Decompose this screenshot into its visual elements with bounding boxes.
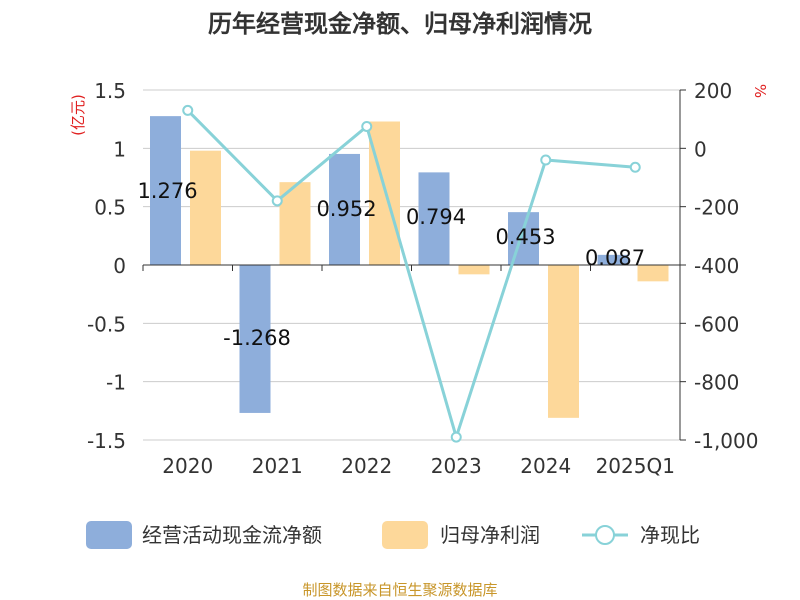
legend-label-netprofit[interactable]: 归母净利润	[440, 523, 540, 547]
bar-netprofit	[458, 265, 490, 275]
left-tick-label: -0.5	[87, 312, 126, 336]
bar-netprofit	[190, 150, 221, 265]
data-label-cashflow: 0.794	[406, 205, 466, 229]
legend-label-cashflow[interactable]: 经营活动现金流净额	[142, 523, 322, 547]
ratio-marker	[450, 431, 462, 443]
ratio-marker	[629, 161, 641, 173]
data-label-cashflow: 1.276	[137, 179, 197, 203]
right-tick-label: -800	[694, 371, 739, 395]
left-tick-label: 0.5	[94, 196, 126, 220]
ratio-line	[186, 109, 636, 443]
ratio-marker	[540, 154, 552, 166]
left-tick-label: 0	[113, 254, 126, 278]
data-label-cashflow: -1.268	[223, 326, 291, 350]
legend-label-ratio[interactable]: 净现比	[640, 523, 700, 547]
bar-cashflow	[150, 116, 181, 265]
bar-series	[150, 116, 669, 418]
legend-swatch-ratio-marker[interactable]	[595, 525, 615, 545]
ratio-marker	[271, 195, 283, 207]
x-tick-label: 2022	[341, 454, 392, 478]
right-tick-label: -200	[694, 196, 739, 220]
left-axis: 1.5 1 0.5 0 -0.5 -1 -1.5	[87, 79, 126, 453]
ratio-marker	[361, 120, 373, 132]
data-label-cashflow: 0.453	[495, 225, 555, 249]
x-tick-label: 2023	[431, 454, 482, 478]
bar-cashflow	[329, 153, 360, 265]
right-tick-label: -400	[694, 254, 739, 278]
right-tick-label: -1,000	[694, 429, 758, 453]
bar-cashflow	[597, 254, 629, 265]
legend-swatch-netprofit[interactable]	[382, 521, 428, 549]
left-tick-label: 1.5	[94, 79, 126, 103]
bar-cashflow	[239, 265, 271, 413]
right-axis: 200 0 -200 -400 -600 -800 -1,000	[679, 79, 758, 453]
data-label-cashflow: 0.087	[585, 246, 645, 270]
right-tick-label: -600	[694, 312, 739, 336]
right-tick-label: 0	[694, 137, 707, 161]
left-tick-label: -1.5	[87, 429, 126, 453]
source-note: 制图数据来自恒生聚源数据库	[302, 581, 497, 599]
data-label-cashflow: 0.952	[316, 197, 376, 221]
x-tick-label: 2024	[520, 454, 571, 478]
legend-swatch-cashflow[interactable]	[86, 521, 132, 549]
chart-title: 历年经营现金净额、归母净利润情况	[208, 10, 592, 38]
left-tick-label: -1	[106, 371, 126, 395]
x-tick-label: 2025Q1	[596, 454, 675, 478]
x-tick-label: 2021	[252, 454, 303, 478]
left-tick-label: 1	[113, 137, 126, 161]
right-axis-unit: %	[751, 84, 769, 98]
right-tick-label: 200	[694, 79, 732, 103]
line-series	[182, 104, 641, 443]
left-axis-unit: (亿元)	[69, 94, 87, 136]
ratio-marker	[182, 104, 194, 116]
x-tick-label: 2020	[162, 454, 213, 478]
legend: 经营活动现金流净额 归母净利润 净现比	[86, 521, 700, 549]
bar-cashflow	[418, 172, 450, 265]
bar-netprofit	[548, 265, 579, 418]
data-labels: 1.276 -1.268 0.952 0.794 0.453 0.087	[137, 179, 645, 350]
bar-netprofit	[637, 265, 669, 282]
x-axis: 2020 2021 2022 2023 2024 2025Q1	[142, 264, 681, 478]
